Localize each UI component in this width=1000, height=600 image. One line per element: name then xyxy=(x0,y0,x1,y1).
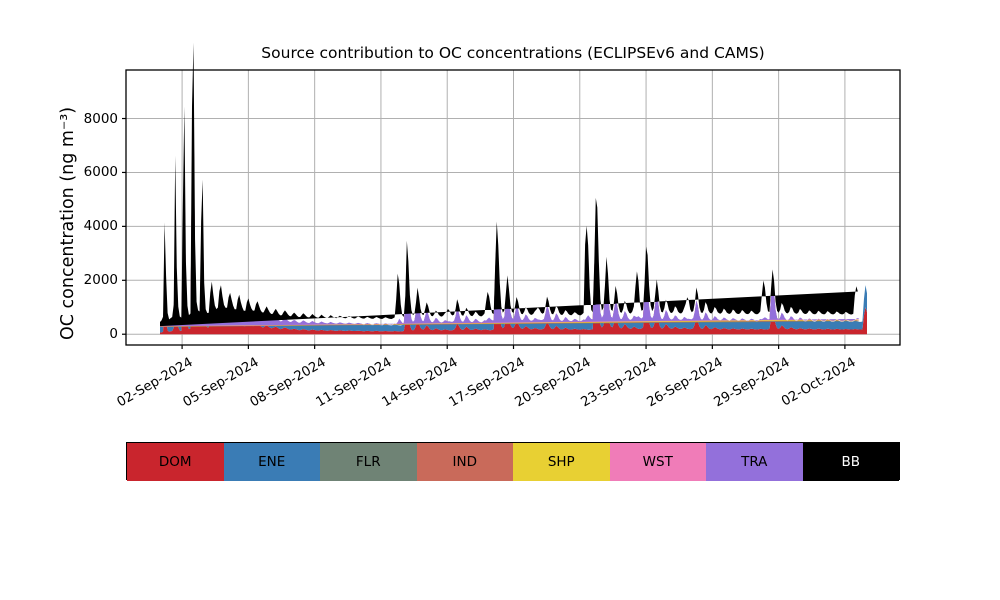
legend-item-ene[interactable]: ENE xyxy=(223,443,320,481)
y-tick-label: 2000 xyxy=(83,272,118,289)
legend-item-dom[interactable]: DOM xyxy=(127,443,224,481)
y-tick-label: 8000 xyxy=(83,110,118,127)
legend-item-ind[interactable]: IND xyxy=(416,443,513,481)
area-series-bb xyxy=(160,42,858,327)
legend-item-shp[interactable]: SHP xyxy=(513,443,610,481)
legend-item-label: SHP xyxy=(547,454,575,470)
y-tick-label: 0 xyxy=(109,326,118,343)
y-tick-label: 4000 xyxy=(83,218,118,235)
legend-item-label: IND xyxy=(452,454,477,470)
legend-item-label: TRA xyxy=(741,454,768,470)
legend-item-flr[interactable]: FLR xyxy=(320,443,417,481)
legend-item-label: DOM xyxy=(158,454,192,470)
legend-item-bb[interactable]: BB xyxy=(802,443,899,481)
legend-item-label: BB xyxy=(841,454,861,470)
legend: DOM ENE FLR IND SHP WST TRA BB xyxy=(126,442,900,481)
legend-item-wst[interactable]: WST xyxy=(609,443,706,481)
legend-item-label: ENE xyxy=(258,454,286,470)
legend-item-label: WST xyxy=(642,454,673,470)
chart-title: Source contribution to OC concentrations… xyxy=(261,44,765,62)
legend-item-label: FLR xyxy=(355,454,381,470)
legend-item-tra[interactable]: TRA xyxy=(706,443,803,481)
y-tick-label: 6000 xyxy=(83,164,118,181)
